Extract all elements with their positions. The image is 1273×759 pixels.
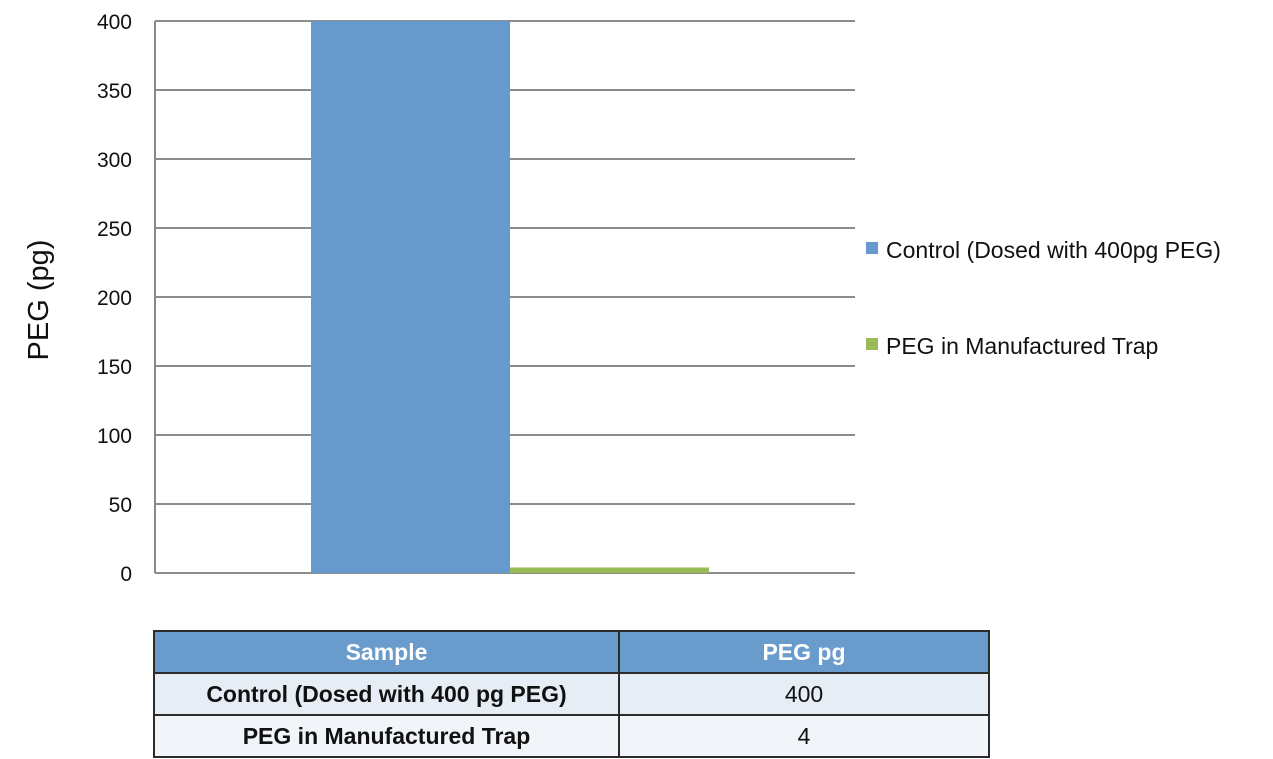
table-row: PEG in Manufactured Trap 4	[153, 714, 990, 758]
legend-swatch	[866, 338, 878, 350]
table-header-row: Sample PEG pg	[153, 630, 990, 674]
legend-swatch	[866, 242, 878, 254]
y-tick-label: 50	[109, 494, 132, 517]
bar	[311, 21, 510, 573]
y-tick-label: 400	[97, 11, 132, 34]
column-header-sample: Sample	[153, 630, 620, 674]
y-tick-label: 200	[97, 287, 132, 310]
column-header-peg-pg: PEG pg	[618, 630, 990, 674]
table-cell-sample: PEG in Manufactured Trap	[153, 714, 620, 758]
y-axis-label: PEG (pg)	[23, 240, 55, 361]
y-tick-label: 100	[97, 425, 132, 448]
table-row: Control (Dosed with 400 pg PEG) 400	[153, 672, 990, 716]
bar	[510, 567, 709, 573]
legend-label: Control (Dosed with 400pg PEG)	[886, 237, 1221, 263]
bars	[311, 21, 709, 573]
data-table: Sample PEG pg Control (Dosed with 400 pg…	[153, 630, 990, 758]
bar-chart: 0 50 100 150 200 250 300 350 400 PEG (pg) Contro…	[23, 11, 1221, 586]
legend-label: PEG in Manufactured Trap	[886, 333, 1158, 359]
y-tick-label: 300	[97, 149, 132, 172]
table-cell-value: 400	[618, 672, 990, 716]
y-tick-labels: 0 50 100 150 200 250 300 350 400	[97, 11, 132, 586]
table-cell-value: 4	[618, 714, 990, 758]
legend: Control (Dosed with 400pg PEG) PEG in Man…	[866, 237, 1221, 359]
table-cell-sample: Control (Dosed with 400 pg PEG)	[153, 672, 620, 716]
y-tick-label: 350	[97, 80, 132, 103]
y-tick-label: 150	[97, 356, 132, 379]
y-tick-label: 0	[120, 563, 132, 586]
y-tick-label: 250	[97, 218, 132, 241]
